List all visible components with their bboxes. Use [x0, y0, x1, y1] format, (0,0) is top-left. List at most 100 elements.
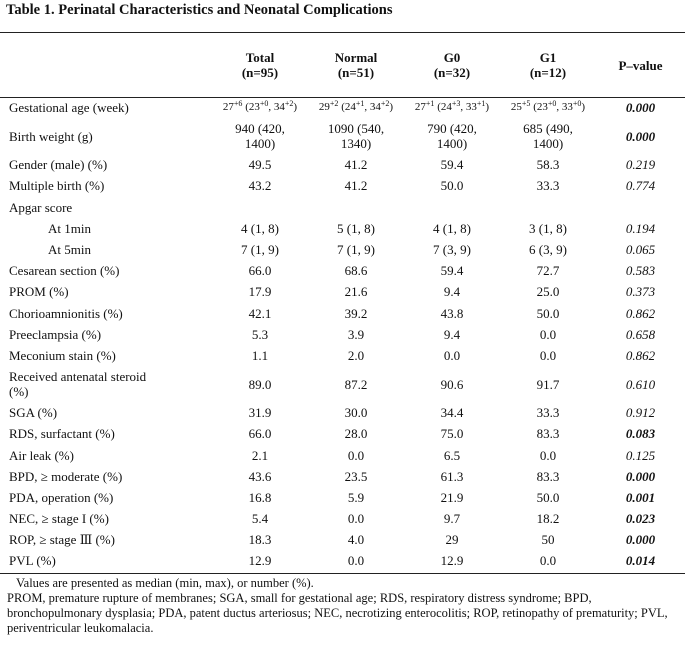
value-cell: 42.1 — [248, 305, 272, 321]
value-text: (24 — [434, 101, 452, 114]
table-row: Cesarean section (%) 66.0 68.6 59.4 72.7 0.58… — [0, 260, 685, 281]
footnote-abbreviations: PROM, premature rupture of membranes; SG… — [7, 591, 668, 635]
column-header: P–value — [596, 33, 685, 97]
value-cell: 12.9 — [440, 553, 464, 569]
value-cell: 3.9 — [347, 326, 365, 342]
value-text: (24 — [338, 101, 356, 114]
value-cell: 87.2 — [344, 376, 368, 392]
value-cell: 68.6 — [344, 263, 368, 279]
p-value: 0.610 — [625, 376, 656, 392]
value-cell: 1090 (540, 1340) — [327, 121, 385, 152]
value-cell: 7 (1, 9) — [241, 242, 279, 258]
row-label: NEC, ≥ stage I (%) — [9, 511, 109, 527]
value-cell: 28.0 — [344, 426, 368, 442]
value-cell: 29+2 (24+1, 34+2) — [308, 97, 404, 118]
value-cell: 50.0 — [536, 305, 560, 321]
table-row: Chorioamnionitis (%) 42.1 39.2 43.8 50.0 0.86… — [0, 303, 685, 324]
value-cell: 27+6 (23+0, 34+2) — [212, 97, 308, 118]
p-value: 0.912 — [625, 405, 656, 421]
p-value: 0.194 — [625, 220, 656, 236]
value-cell: 25+5 (23+0, 33+0) — [500, 97, 596, 118]
table-title: Table 1. Perinatal Characteristics and N… — [6, 2, 393, 18]
value-cell: 66.0 — [248, 426, 272, 442]
column-count: (n=12) — [529, 65, 567, 80]
column-name: Total — [245, 50, 275, 65]
row-label: Birth weight (g) — [9, 128, 93, 144]
value-cell — [500, 197, 596, 218]
value-cell: 790 (420, 1400) — [427, 121, 477, 152]
value-cell: 18.2 — [536, 511, 560, 527]
column-header: Normal (n=51) — [308, 33, 404, 97]
value-cell: 6.5 — [443, 447, 461, 463]
superscript: +0 — [547, 99, 557, 109]
value-cell: 5.9 — [347, 489, 365, 505]
value-cell: 29 — [445, 532, 459, 548]
value-cell: 12.9 — [248, 553, 272, 569]
table-body: Gestational age (week) 27+6 (23+0, 34+2) 2… — [0, 97, 685, 572]
value-cell: 43.2 — [248, 178, 272, 194]
table-row: NEC, ≥ stage I (%) 5.4 0.0 9.7 18.2 0.023 — [0, 508, 685, 529]
row-label: Apgar score — [9, 199, 73, 215]
value-cell: 61.3 — [440, 468, 464, 484]
value-text: , 34 — [268, 101, 285, 114]
value-cell: 685 (490, 1400) — [523, 121, 573, 152]
value-cell: 0.0 — [539, 326, 557, 342]
value-cell: 2.0 — [347, 347, 365, 363]
value-cell: 7 (3, 9) — [433, 242, 471, 258]
value-text: 29 — [318, 101, 330, 114]
value-cell: 0.0 — [443, 347, 461, 363]
p-value: 0.219 — [625, 157, 656, 173]
value-cell: 0.0 — [347, 511, 365, 527]
p-value: 0.000 — [625, 100, 656, 116]
p-value: 0.373 — [625, 284, 656, 300]
column-name: G0 — [443, 50, 461, 65]
value-cell: 0.0 — [347, 447, 365, 463]
p-value: 0.001 — [625, 489, 656, 505]
p-value: 0.774 — [625, 178, 656, 194]
value-cell: 34.4 — [440, 405, 464, 421]
value-cell: 41.2 — [344, 178, 368, 194]
bottom-rule — [0, 573, 685, 574]
value-text: ) — [581, 101, 586, 114]
value-cell: 5 (1, 8) — [337, 220, 375, 236]
value-cell: 83.3 — [536, 468, 560, 484]
column-count: (n=95) — [241, 65, 279, 80]
value-cell: 23.5 — [344, 468, 368, 484]
superscript: +6 — [233, 99, 243, 109]
p-value: 0.014 — [625, 553, 656, 569]
column-name: Normal — [334, 50, 378, 65]
value-cell: 39.2 — [344, 305, 368, 321]
value-cell: 0.0 — [347, 553, 365, 569]
value-cell: 59.4 — [440, 263, 464, 279]
p-value: 0.000 — [625, 128, 656, 144]
superscript: +0 — [259, 99, 269, 109]
superscript: +1 — [425, 99, 435, 109]
p-value — [596, 197, 685, 218]
column-name: P–value — [618, 57, 663, 73]
value-cell: 91.7 — [536, 376, 560, 392]
p-value: 0.125 — [625, 447, 656, 463]
table-row: SGA (%) 31.9 30.0 34.4 33.3 0.912 — [0, 402, 685, 423]
p-value: 0.065 — [625, 242, 656, 258]
value-cell: 21.9 — [440, 489, 464, 505]
footnote-values: Values are presented as median (min, max… — [16, 576, 314, 590]
row-label: BPD, ≥ moderate (%) — [9, 468, 123, 484]
column-header: Total (n=95) — [212, 33, 308, 97]
row-label: PVL (%) — [9, 553, 56, 569]
value-cell: 30.0 — [344, 405, 368, 421]
value-cell: 89.0 — [248, 376, 272, 392]
table-row: At 5min 7 (1, 9) 7 (1, 9) 7 (3, 9) 6 (3, 9) 0… — [0, 239, 685, 260]
header-row: Total (n=95) Normal (n=51) G0 (n=32) G1 (n=12) P… — [0, 33, 685, 97]
value-cell: 4.0 — [347, 532, 365, 548]
value-cell: 50 — [541, 532, 555, 548]
value-text: 25 — [510, 101, 522, 114]
value-text: (23 — [242, 101, 260, 114]
table-row: PVL (%) 12.9 0.0 12.9 0.0 0.014 — [0, 550, 685, 571]
value-cell: 33.3 — [536, 405, 560, 421]
table-row: PDA, operation (%) 16.8 5.9 21.9 50.0 0.001 — [0, 487, 685, 508]
value-cell: 27+1 (24+3, 33+1) — [404, 97, 500, 118]
header-rule — [0, 97, 685, 98]
value-text: (23 — [530, 101, 548, 114]
value-text: ) — [485, 101, 490, 114]
